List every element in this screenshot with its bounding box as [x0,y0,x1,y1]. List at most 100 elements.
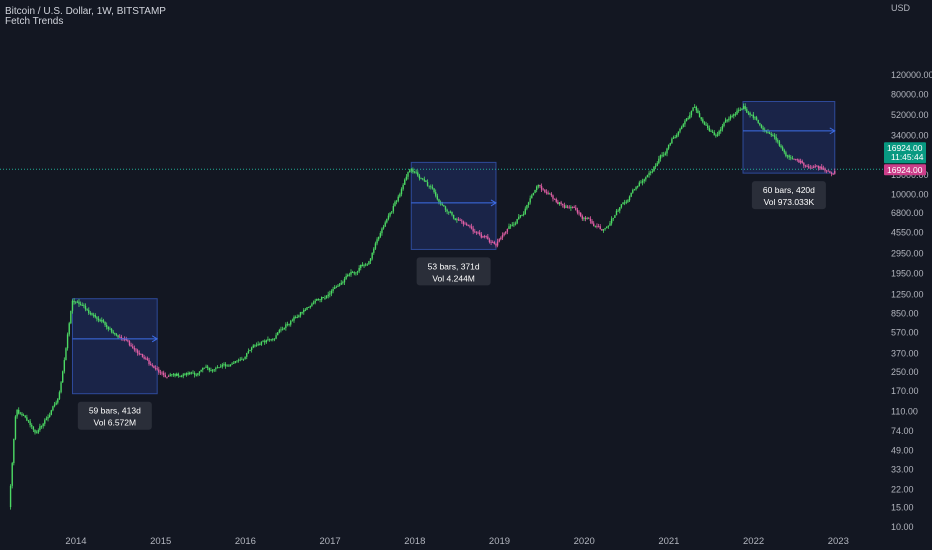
candle-body [141,353,144,358]
candle-body [164,375,167,378]
candle-body [332,288,334,291]
candle-body [14,416,17,439]
candle-body [288,324,290,325]
trend-label-volume: Vol 6.572M [94,418,137,428]
candle-body [110,328,113,332]
trend-box[interactable] [71,298,158,395]
trend-label [416,257,491,286]
candle-body [648,172,650,176]
candle-body [140,353,142,355]
candle-body [61,371,64,383]
candle-body [78,301,80,305]
candle-body [91,313,93,315]
candle-body [638,182,641,187]
candle-body [713,132,715,136]
candle-body [335,286,338,288]
candle-body [369,258,372,262]
price-tick-label: 15.00 [891,503,914,513]
candle-body [721,125,724,130]
candle-body [89,313,92,314]
candle-body [666,148,668,154]
candle-body [698,113,701,118]
candle-body [233,363,235,364]
candle-body [189,372,191,375]
year-tick-label: 2016 [235,536,256,547]
candle-body [755,117,758,120]
trend-box[interactable] [742,101,836,174]
candle-body [96,317,98,319]
candle-body [76,301,79,303]
candle-body [27,420,30,422]
candle-body [519,215,522,217]
candle-body [628,196,631,201]
candle-body [509,225,512,227]
candle-body [731,115,733,117]
price-axis[interactable]: USD 120000.00 80000.00 52000.00 34000.00 1000… [891,3,932,532]
candle-body [754,117,756,119]
price-tick-label: 850.00 [891,308,919,318]
candle-body [633,189,636,191]
candle-body [250,347,253,350]
candle-body [645,177,647,180]
candle-body [483,236,486,237]
candle-body [252,345,254,348]
candle-body [581,215,583,219]
candle-body [806,165,808,167]
candle-body [703,122,706,125]
candle-body [493,241,496,244]
candle-body [705,124,707,126]
candle-body [392,205,395,212]
time-axis[interactable]: 2014 2015 2016 2017 2018 2019 2020 2021 2022 2023 [65,536,848,547]
candle-body [822,168,825,170]
candle-body [604,228,606,230]
candle-body [325,296,328,298]
candle-body [224,364,227,367]
candle-body [480,234,483,238]
trend-label-bars: 59 bars, 413d [89,406,141,416]
candle-body [99,320,101,322]
indicator-name[interactable]: Fetch Trends [5,16,64,27]
candle-body [465,223,468,226]
candle-body [506,228,509,232]
candle-body [514,223,517,225]
candle-body [338,284,341,286]
year-tick-label: 2017 [320,536,341,547]
candle-body [522,213,525,215]
candle-body [443,205,445,207]
candle-body [444,206,447,210]
candle-body [677,131,680,135]
candle-body [314,300,316,303]
candle-body [92,314,95,316]
candle-body [190,372,193,374]
candle-body [237,359,240,361]
candle-body [700,117,702,120]
candle-body [578,212,580,214]
price-tick-label: 80000.00 [891,89,929,99]
close-price-badge [884,164,926,176]
candle-body [475,231,478,233]
candle-body [195,374,197,376]
candle-body [552,195,554,199]
trend-boxes [71,101,836,395]
price-tick-label: 52000.00 [891,110,929,120]
candle-body [211,370,214,372]
candle-body [586,218,588,220]
candle-body [804,165,807,167]
candle-body [133,348,136,350]
candle-body [557,201,559,205]
candle-body [84,305,87,310]
candle-body [620,204,623,208]
trend-arrow-head [829,127,836,135]
candle-body [718,131,720,135]
candle-body [187,373,189,375]
price-tick-label: 33.00 [891,465,914,475]
candle-body [615,210,618,216]
candle-body [203,367,206,369]
candle-body [617,210,619,212]
candle-body [417,172,419,176]
candle-body [459,220,461,221]
candle-body [63,360,66,372]
candle-body [783,150,785,153]
candle-body [550,193,553,196]
